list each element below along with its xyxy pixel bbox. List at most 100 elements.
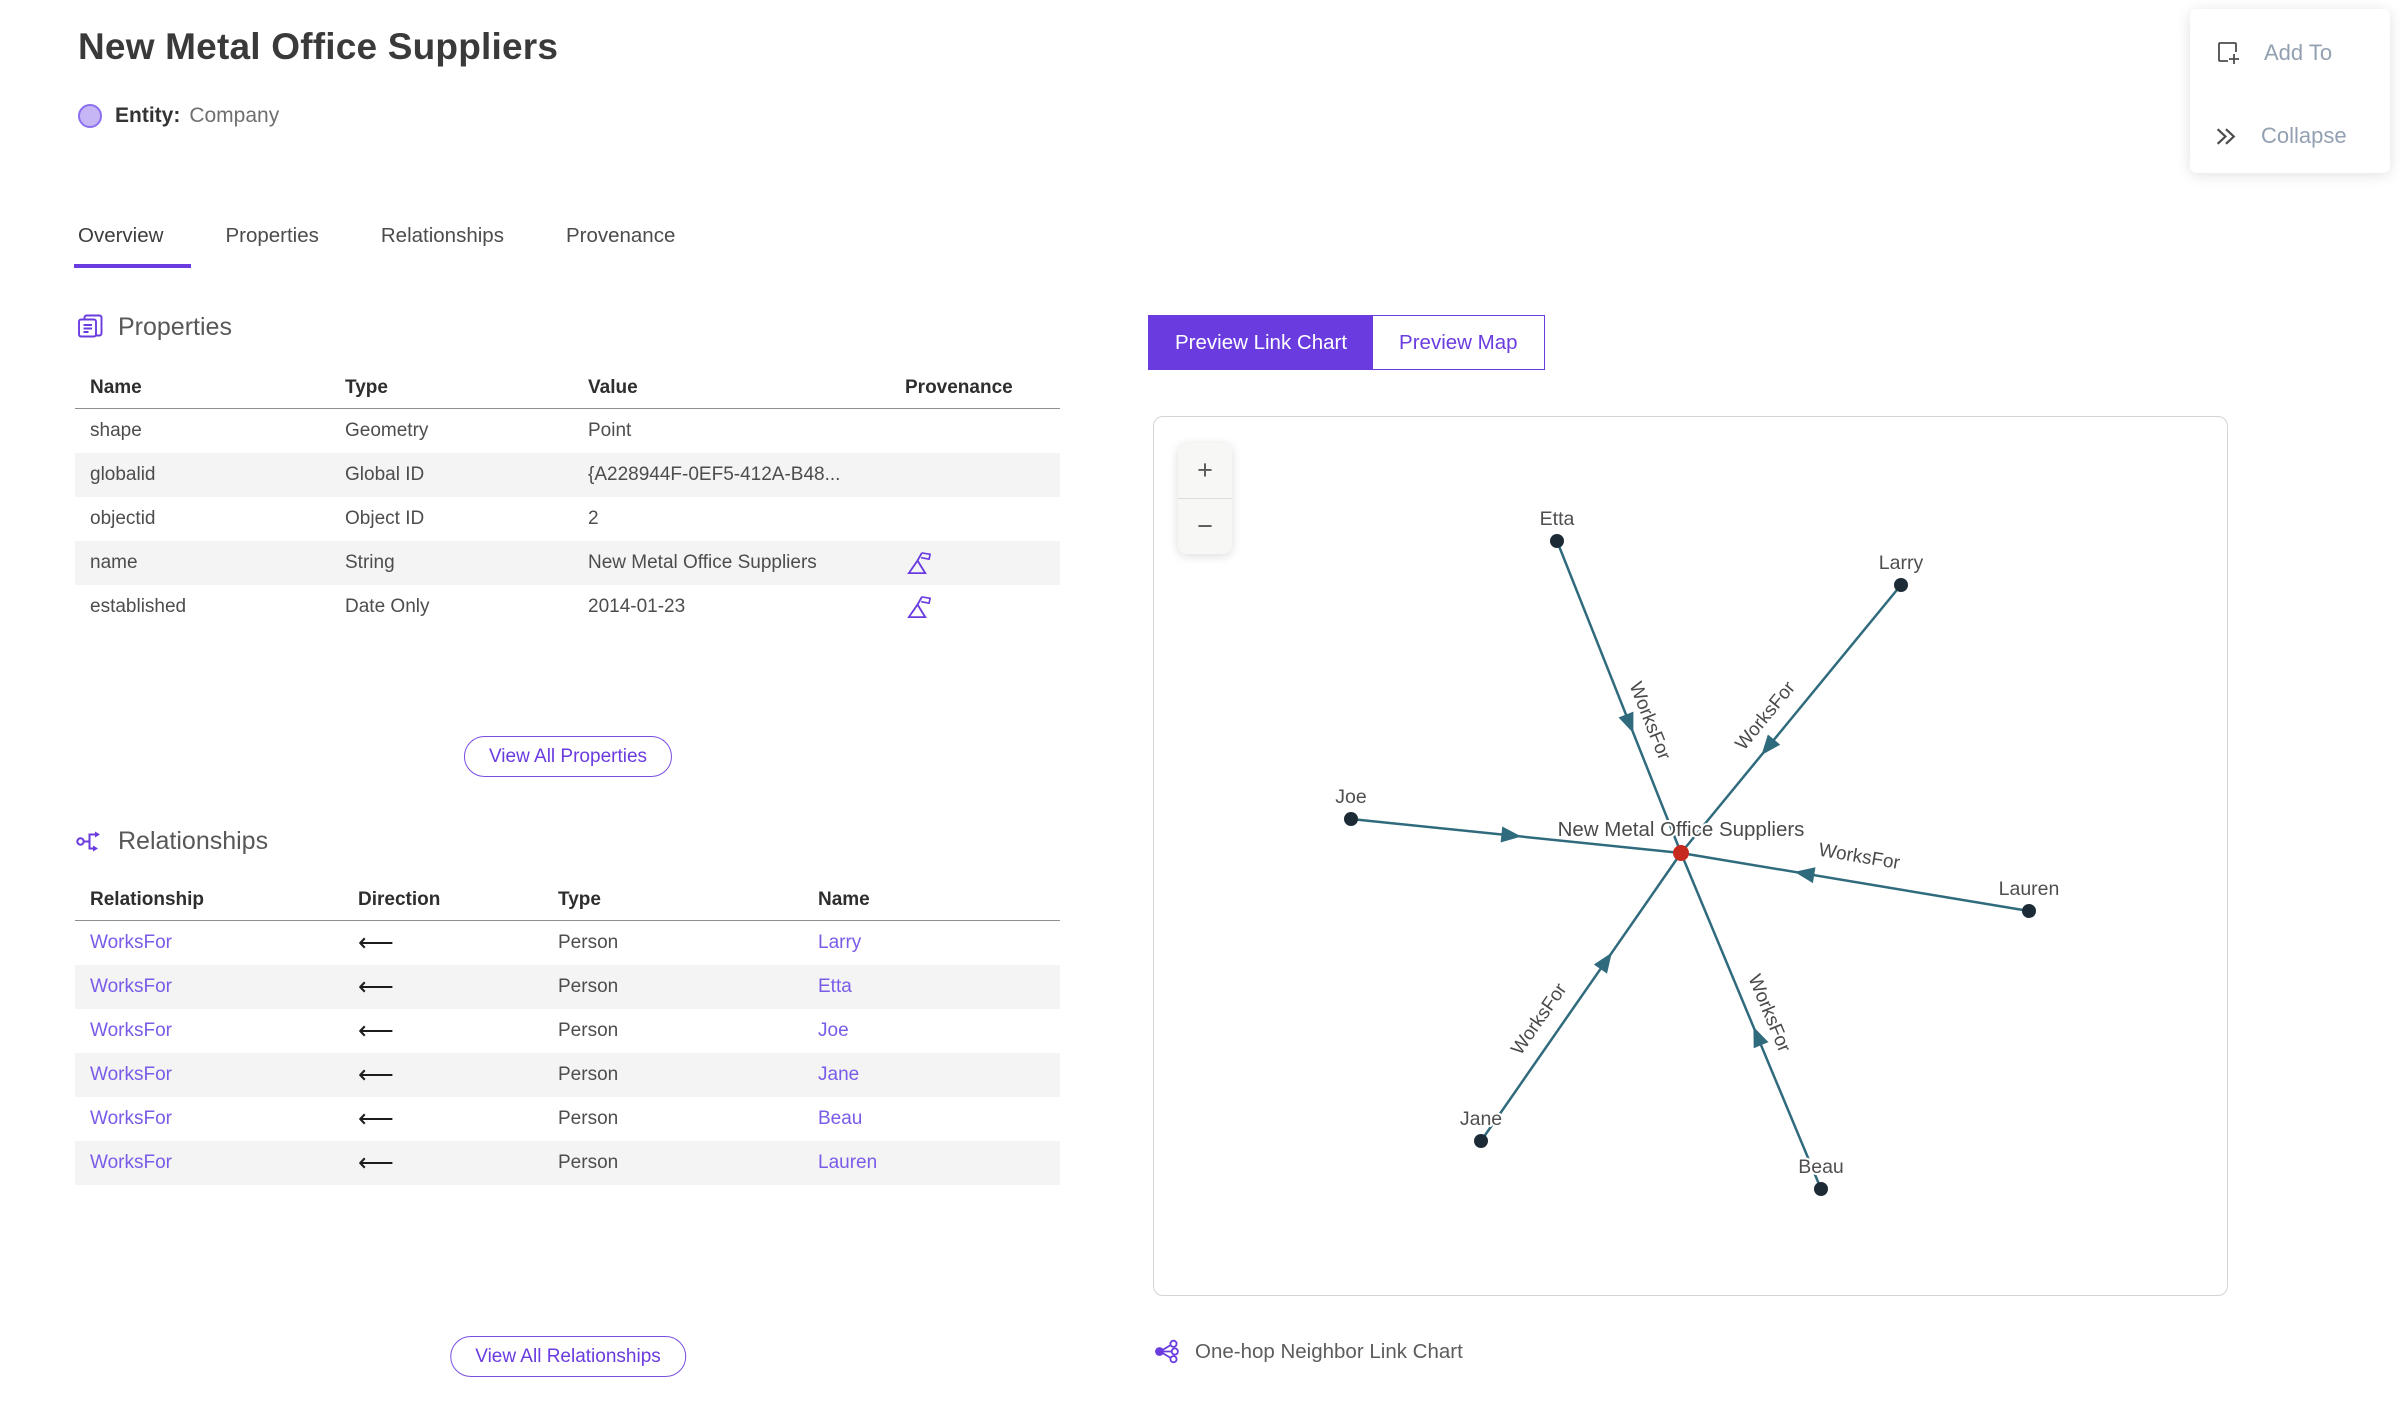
property-type: Global ID (345, 464, 425, 485)
relationships-section-title: Relationships (118, 826, 269, 855)
relationship-type-link[interactable]: WorksFor (90, 1020, 172, 1041)
relationship-type-link[interactable]: WorksFor (90, 976, 172, 997)
add-to-button[interactable]: Add To (2214, 39, 2332, 67)
related-entity-link[interactable]: Etta (818, 976, 852, 997)
related-entity-type: Person (558, 1020, 619, 1041)
property-provenance[interactable] (890, 594, 1060, 620)
direction-arrow: ⟵ (358, 1017, 394, 1045)
node-label-larry: Larry (1879, 552, 1924, 574)
edge-worksfor-etta[interactable] (1555, 540, 1683, 854)
tab-provenance[interactable]: Provenance (565, 224, 676, 247)
provenance-flag-icon (907, 552, 932, 575)
property-row-name: name String New Metal Office Suppliers (75, 541, 1060, 585)
related-entity-type: Person (558, 1064, 619, 1085)
direction-arrow: ⟵ (358, 1105, 394, 1133)
relationship-type-link[interactable]: WorksFor (90, 1108, 172, 1129)
node-beau[interactable] (1814, 1182, 1828, 1196)
tab-overview[interactable]: Overview (73, 224, 193, 268)
node-label-joe: Joe (1335, 786, 1366, 808)
collapse-chevrons-icon (2214, 124, 2239, 149)
preview-map-tab[interactable]: Preview Map (1373, 316, 1544, 369)
edge-arrowhead-lauren (1794, 867, 1816, 884)
column-header-provenance: Provenance (905, 377, 1013, 398)
direction-arrow: ⟵ (358, 929, 394, 957)
direction-arrow: ⟵ (358, 1061, 394, 1089)
property-row-objectid: objectid Object ID 2 (75, 497, 1060, 541)
property-name: name (90, 552, 138, 573)
edge-worksfor-beau[interactable] (1679, 852, 1823, 1190)
preview-toggle: Preview Link Chart Preview Map (1148, 315, 1545, 370)
property-row-shape: shape Geometry Point (75, 409, 1060, 453)
one-hop-link-chart-icon (1153, 1338, 1180, 1365)
view-all-relationships-button[interactable]: View All Relationships (450, 1336, 686, 1377)
related-entity-link[interactable]: Joe (818, 1020, 849, 1041)
property-name: objectid (90, 508, 156, 529)
entity-label: Entity: (115, 104, 181, 127)
node-larry[interactable] (1894, 578, 1908, 592)
properties-table: Name Type Value Provenance shape Geometry Poin… (75, 368, 1060, 629)
node-jane[interactable] (1474, 1134, 1488, 1148)
node-etta[interactable] (1550, 534, 1564, 548)
edge-label-beau: WorksFor (1744, 972, 1795, 1056)
edge-arrowhead-beau (1753, 1026, 1769, 1049)
preview-link-chart-tab[interactable]: Preview Link Chart (1149, 316, 1374, 369)
edge-worksfor-jane[interactable] (1479, 852, 1683, 1142)
properties-table-header: Name Type Value Provenance (75, 368, 1060, 409)
zoom-in-button[interactable]: + (1178, 443, 1232, 499)
relationship-row-beau: WorksFor ⟵ Person Beau (75, 1097, 1060, 1141)
relationship-row-lauren: WorksFor ⟵ Person Lauren (75, 1141, 1060, 1185)
zoom-out-button[interactable]: − (1197, 511, 1213, 541)
add-to-icon (2214, 39, 2242, 67)
collapse-button[interactable]: Collapse (2214, 123, 2347, 149)
tab-relationships[interactable]: Relationships (380, 224, 504, 247)
edge-label-jane: WorksFor (1507, 979, 1571, 1059)
tab-properties[interactable]: Properties (225, 224, 319, 247)
relationship-type-link[interactable]: WorksFor (90, 932, 172, 953)
related-entity-type: Person (558, 976, 619, 997)
edge-worksfor-lauren[interactable] (1680, 851, 2030, 913)
property-type: Date Only (345, 596, 430, 617)
view-all-properties-button[interactable]: View All Properties (463, 736, 673, 777)
relationship-row-joe: WorksFor ⟵ Person Joe (75, 1009, 1060, 1053)
relationship-type-link[interactable]: WorksFor (90, 1152, 172, 1173)
column-header-type: Type (345, 377, 388, 398)
relationship-row-jane: WorksFor ⟵ Person Jane (75, 1053, 1060, 1097)
related-entity-link[interactable]: Larry (818, 932, 862, 953)
property-value: New Metal Office Suppliers (588, 552, 817, 573)
related-entity-type: Person (558, 1152, 619, 1173)
related-entity-link[interactable]: Lauren (818, 1152, 878, 1173)
properties-section-title: Properties (118, 312, 232, 341)
node-label-lauren: Lauren (1999, 878, 2060, 900)
relationship-row-larry: WorksFor ⟵ Person Larry (75, 921, 1060, 965)
column-header-direction: Direction (358, 889, 441, 910)
zoom-control: + − (1178, 443, 1232, 554)
relationships-table: Relationship Direction Type Name WorksFor ⟵ Pe… (75, 880, 1060, 1185)
relationship-type-link[interactable]: WorksFor (90, 1064, 172, 1085)
node-center-company[interactable] (1673, 845, 1689, 861)
relationships-table-header: Relationship Direction Type Name (75, 880, 1060, 921)
edge-arrowhead-etta (1618, 711, 1634, 734)
property-provenance[interactable] (890, 550, 1060, 576)
property-row-established: established Date Only 2014-01-23 (75, 585, 1060, 629)
property-value: {A228944F-0EF5-412A-B48... (588, 464, 841, 485)
node-label-beau: Beau (1798, 1156, 1844, 1178)
chart-caption-label: One-hop Neighbor Link Chart (1195, 1339, 1463, 1363)
node-lauren[interactable] (2022, 904, 2036, 918)
edge-worksfor-larry[interactable] (1680, 584, 1902, 854)
property-value: 2014-01-23 (588, 596, 686, 617)
column-header-type: Type (558, 889, 601, 910)
related-entity-type: Person (558, 1108, 619, 1129)
link-chart-panel: + − WorksFor WorksFor WorksFor WorksFor Work… (1153, 416, 2228, 1296)
related-entity-link[interactable]: Jane (818, 1064, 860, 1085)
direction-arrow: ⟵ (358, 973, 394, 1001)
provenance-flag-icon (907, 596, 932, 619)
related-entity-link[interactable]: Beau (818, 1108, 863, 1129)
node-label-etta: Etta (1540, 508, 1575, 530)
actions-panel: Add To Collapse (2190, 9, 2390, 173)
property-type: Geometry (345, 420, 429, 441)
column-header-value: Value (588, 377, 638, 398)
node-joe[interactable] (1344, 812, 1358, 826)
column-header-name: Name (818, 889, 870, 910)
